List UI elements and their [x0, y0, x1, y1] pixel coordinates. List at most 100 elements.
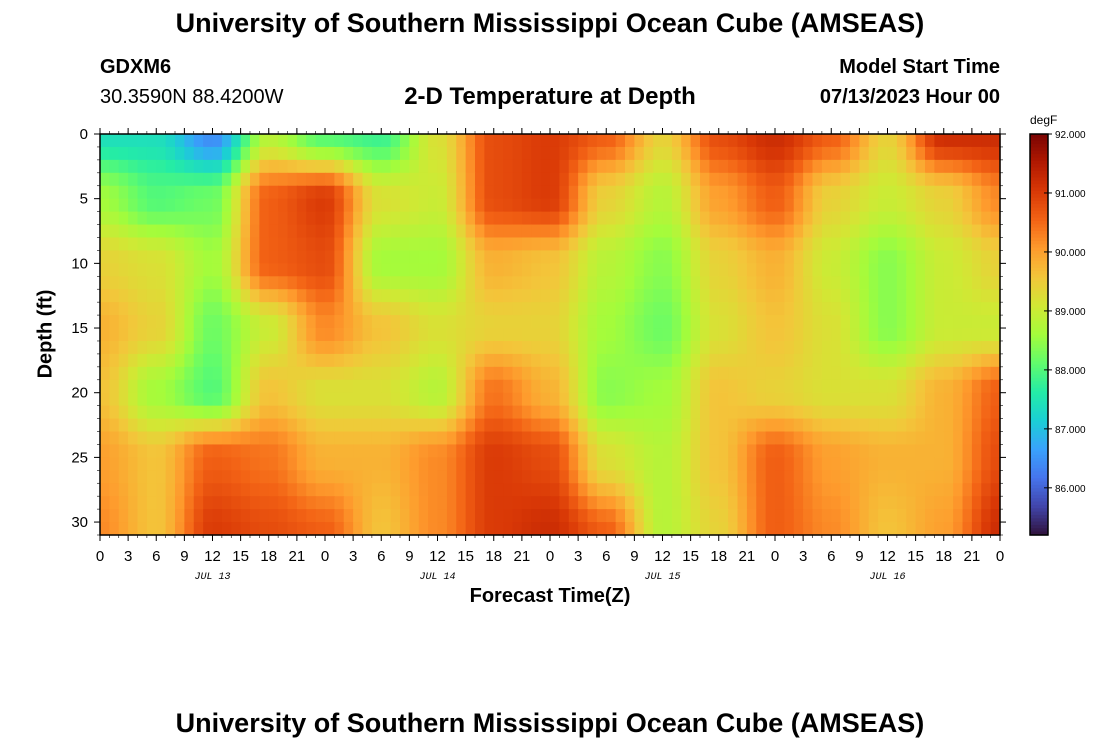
heatmap-cell [615, 134, 626, 148]
heatmap-cell [990, 457, 1001, 471]
heatmap-cell [700, 302, 710, 316]
heatmap-cell [156, 159, 167, 174]
heatmap-cell [709, 496, 720, 510]
heatmap-cell [559, 340, 570, 355]
heatmap-cell [915, 159, 926, 174]
heatmap-cell [643, 224, 654, 239]
heatmap-cell [990, 289, 1001, 303]
heatmap-cell [587, 522, 598, 536]
heatmap-cell [231, 159, 242, 174]
heatmap-cell [240, 263, 251, 277]
heatmap-cell [971, 405, 982, 420]
heatmap-cell [746, 185, 757, 200]
heatmap-cell [690, 289, 701, 303]
heatmap-cell [268, 418, 279, 433]
heatmap-cell [531, 353, 542, 368]
heatmap-cell [756, 237, 767, 252]
heatmap-cell [653, 198, 664, 213]
heatmap-cell [278, 496, 289, 510]
heatmap-cell [268, 353, 279, 368]
heatmap-cell [793, 328, 804, 342]
x-tick-label: 9 [405, 548, 413, 565]
heatmap-cell [803, 315, 814, 329]
heatmap-cell [971, 353, 982, 368]
heatmap-cell [606, 159, 617, 174]
heatmap-cell [371, 224, 382, 239]
heatmap-cell [465, 224, 476, 239]
heatmap-cell [371, 315, 382, 329]
heatmap-cell [550, 405, 560, 420]
heatmap-cell [334, 276, 345, 290]
heatmap-cell [812, 302, 823, 316]
heatmap-cell [578, 405, 589, 420]
heatmap-cell [100, 496, 110, 510]
heatmap-cell [606, 353, 617, 368]
heatmap-cell [268, 263, 279, 277]
heatmap-cell [193, 276, 204, 290]
heatmap-cell [118, 237, 129, 252]
heatmap-cell [915, 418, 926, 433]
heatmap-cell [212, 457, 223, 471]
heatmap-cell [381, 263, 392, 277]
heatmap-cell [250, 289, 260, 303]
heatmap-cell [428, 159, 439, 174]
heatmap-cell [840, 353, 851, 368]
heatmap-cell [953, 276, 964, 290]
heatmap-cell [981, 431, 992, 446]
day-label: JUL 16 [869, 572, 905, 583]
colorbar-swatch [1030, 484, 1048, 489]
heatmap-cell [465, 522, 476, 536]
heatmap-cell [859, 379, 870, 394]
heatmap-cell [859, 328, 870, 342]
heatmap-cell [831, 392, 842, 407]
heatmap-cell [484, 483, 495, 497]
heatmap-cell [503, 379, 514, 394]
heatmap-cell [259, 457, 270, 471]
heatmap-cell [456, 444, 467, 458]
heatmap-cell [156, 172, 167, 187]
heatmap-cell [990, 522, 1001, 536]
heatmap-cell [615, 353, 626, 368]
heatmap-cell [259, 263, 270, 277]
heatmap-cell [540, 509, 551, 523]
heatmap-cell [325, 328, 335, 342]
heatmap-cell [521, 483, 532, 497]
heatmap-cell [990, 250, 1001, 264]
heatmap-cell [962, 172, 973, 187]
heatmap-cell [737, 353, 748, 368]
heatmap-cell [212, 379, 223, 394]
heatmap-cell [390, 340, 401, 355]
x-tick-label: 21 [739, 548, 756, 565]
heatmap-cell [521, 211, 532, 226]
heatmap-cell [737, 250, 748, 264]
heatmap-cell [550, 172, 560, 187]
heatmap-cell [831, 159, 842, 174]
heatmap-cell [493, 444, 504, 458]
heatmap-cell [503, 185, 514, 200]
heatmap-cell [287, 457, 298, 471]
heatmap-cell [896, 159, 907, 174]
heatmap-cell [184, 457, 195, 471]
heatmap-cell [681, 366, 692, 381]
heatmap-cell [278, 457, 289, 471]
heatmap-cell [681, 172, 692, 187]
heatmap-cell [484, 159, 495, 174]
heatmap-cell [418, 431, 429, 446]
heatmap-cell [606, 509, 617, 523]
heatmap-cell [896, 276, 907, 290]
heatmap-cell [606, 172, 617, 187]
heatmap-cell [578, 328, 589, 342]
heatmap-cell [475, 353, 485, 368]
heatmap-cell [353, 198, 364, 213]
heatmap-cell [700, 289, 710, 303]
x-tick-label: 6 [602, 548, 610, 565]
heatmap-cell [540, 146, 551, 161]
heatmap-cell [137, 315, 148, 329]
colorbar-swatch [1030, 488, 1048, 493]
heatmap-cell [128, 496, 139, 510]
heatmap-cell [428, 302, 439, 316]
heatmap-cell [925, 379, 935, 394]
heatmap-cell [531, 405, 542, 420]
heatmap-cell [250, 366, 260, 381]
heatmap-cell [878, 185, 889, 200]
